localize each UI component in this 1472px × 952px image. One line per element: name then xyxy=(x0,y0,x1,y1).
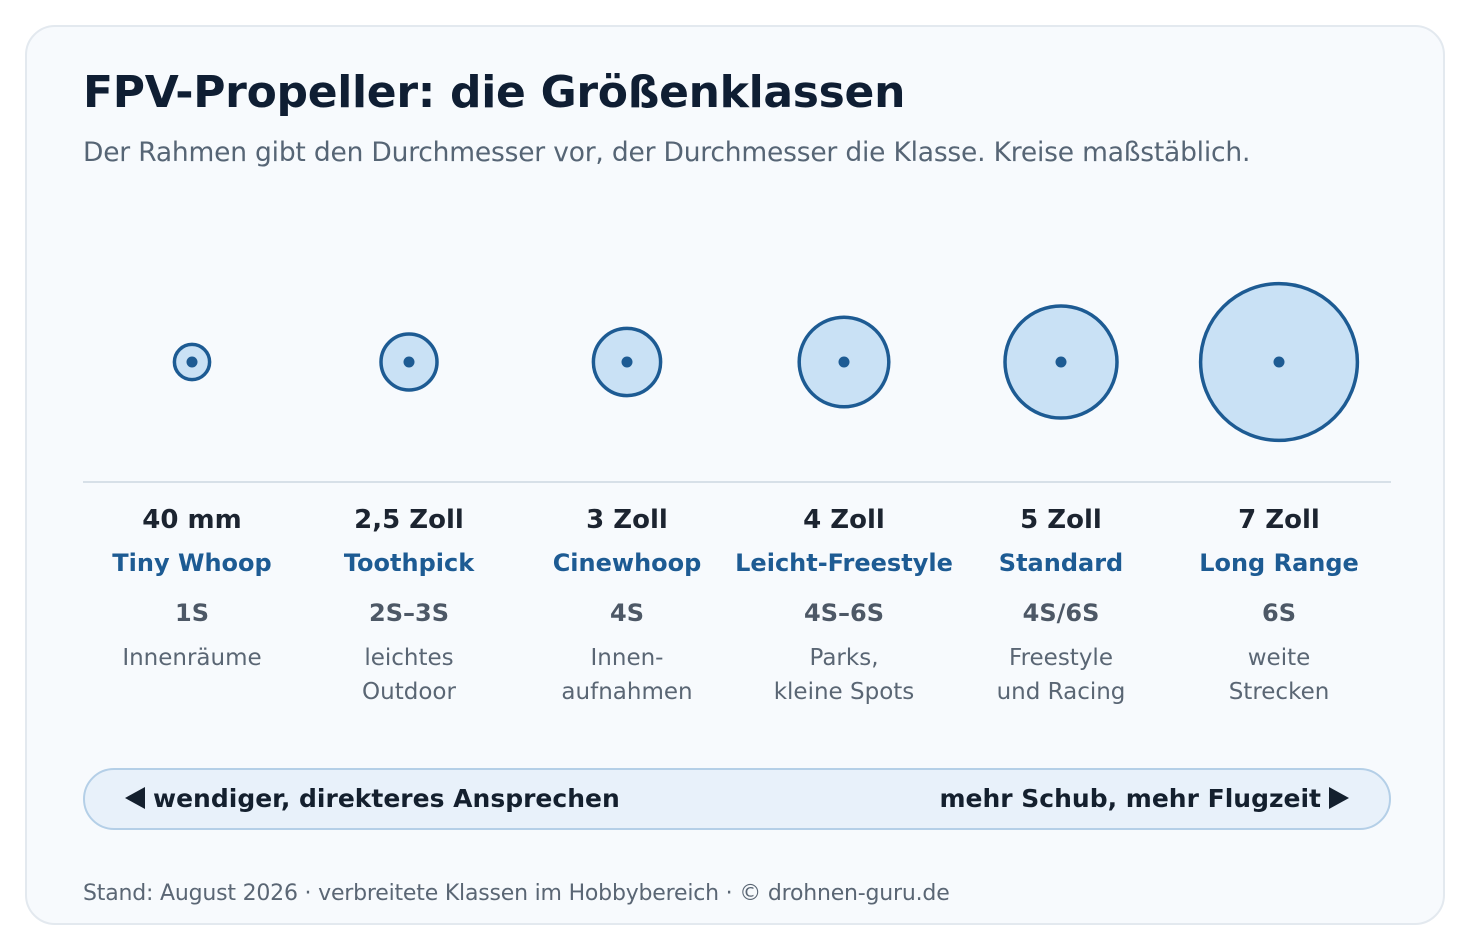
propeller-hub xyxy=(1273,356,1285,368)
class-column: 4 Zoll Leicht-Freestyle 4S–6S Parks, kleine … xyxy=(735,503,953,709)
propeller-size-circles xyxy=(172,281,1360,443)
propeller-hub xyxy=(838,356,850,368)
class-use: Parks, kleine Spots xyxy=(735,641,953,709)
class-size: 2,5 Zoll xyxy=(354,505,464,535)
class-column: 5 Zoll Standard 4S/6S Freestyle und Racing xyxy=(952,503,1170,709)
propeller-hub xyxy=(621,356,633,368)
range-left-label: wendiger, direkteres Ansprechen xyxy=(153,784,620,813)
range-right: mehr Schub, mehr Flugzeit xyxy=(939,770,1349,828)
class-name: Toothpick xyxy=(343,549,475,577)
class-size: 40 mm xyxy=(142,505,242,535)
class-use-line: Parks, xyxy=(809,645,879,671)
class-use: Freestyle und Racing xyxy=(952,641,1170,709)
class-use: Innen-aufnahmen xyxy=(518,641,736,709)
range-right-label: mehr Schub, mehr Flugzeit xyxy=(939,784,1321,813)
class-column: 2,5 Zoll Toothpick 2S–3S leichtes Outdoor xyxy=(300,503,518,709)
class-cells: 4S/6S xyxy=(1022,599,1100,627)
class-size: 5 Zoll xyxy=(1020,505,1102,535)
range-left: wendiger, direkteres Ansprechen xyxy=(125,770,620,828)
page-title: FPV-Propeller: die Größenklassen xyxy=(83,67,906,118)
class-use-line: Strecken xyxy=(1228,679,1330,705)
range-bar: wendiger, direkteres Ansprechen mehr Sch… xyxy=(83,768,1391,830)
class-use-line: und Racing xyxy=(996,679,1126,705)
class-name: Cinewhoop xyxy=(552,549,702,577)
class-use: Innenräume xyxy=(83,641,301,675)
class-use-line: Freestyle xyxy=(1009,645,1113,671)
class-use-line: aufnahmen xyxy=(561,679,693,705)
propeller-hub xyxy=(403,356,415,368)
propeller-hub xyxy=(186,356,198,368)
propeller-hub xyxy=(1055,356,1067,368)
footer-note: Stand: August 2026 · verbreitete Klassen… xyxy=(83,881,950,906)
class-name: Leicht-Freestyle xyxy=(735,549,953,577)
class-column: 7 Zoll Long Range 6S weite Strecken xyxy=(1170,503,1388,709)
class-size: 3 Zoll xyxy=(586,505,668,535)
arrow-right-icon xyxy=(1329,787,1349,809)
class-column: 40 mm Tiny Whoop 1S Innenräume xyxy=(83,503,301,675)
divider xyxy=(83,481,1391,483)
class-use-line: Innen- xyxy=(590,645,664,671)
class-column: 3 Zoll Cinewhoop 4S Innen-aufnahmen xyxy=(518,503,736,709)
class-use-line: leichtes xyxy=(364,645,454,671)
class-use-line: Innenräume xyxy=(122,645,262,671)
class-name: Standard xyxy=(998,549,1124,577)
class-use-line: weite xyxy=(1247,645,1311,671)
class-cells: 1S xyxy=(175,599,209,627)
class-cells: 4S xyxy=(610,599,644,627)
class-use: weite Strecken xyxy=(1170,641,1388,709)
class-size: 4 Zoll xyxy=(803,505,885,535)
class-size: 7 Zoll xyxy=(1238,505,1320,535)
class-use: leichtes Outdoor xyxy=(300,641,518,709)
infographic-card: FPV-Propeller: die Größenklassen Der Rah… xyxy=(25,25,1445,925)
class-use-line: Outdoor xyxy=(362,679,456,705)
arrow-left-icon xyxy=(125,787,145,809)
class-name: Tiny Whoop xyxy=(112,549,272,577)
class-cells: 4S–6S xyxy=(804,599,884,627)
class-use-line: kleine Spots xyxy=(773,679,915,705)
class-name: Long Range xyxy=(1199,549,1359,577)
page-subtitle: Der Rahmen gibt den Durchmesser vor, der… xyxy=(83,137,1251,168)
class-cells: 6S xyxy=(1262,599,1296,627)
class-cells: 2S–3S xyxy=(369,599,449,627)
